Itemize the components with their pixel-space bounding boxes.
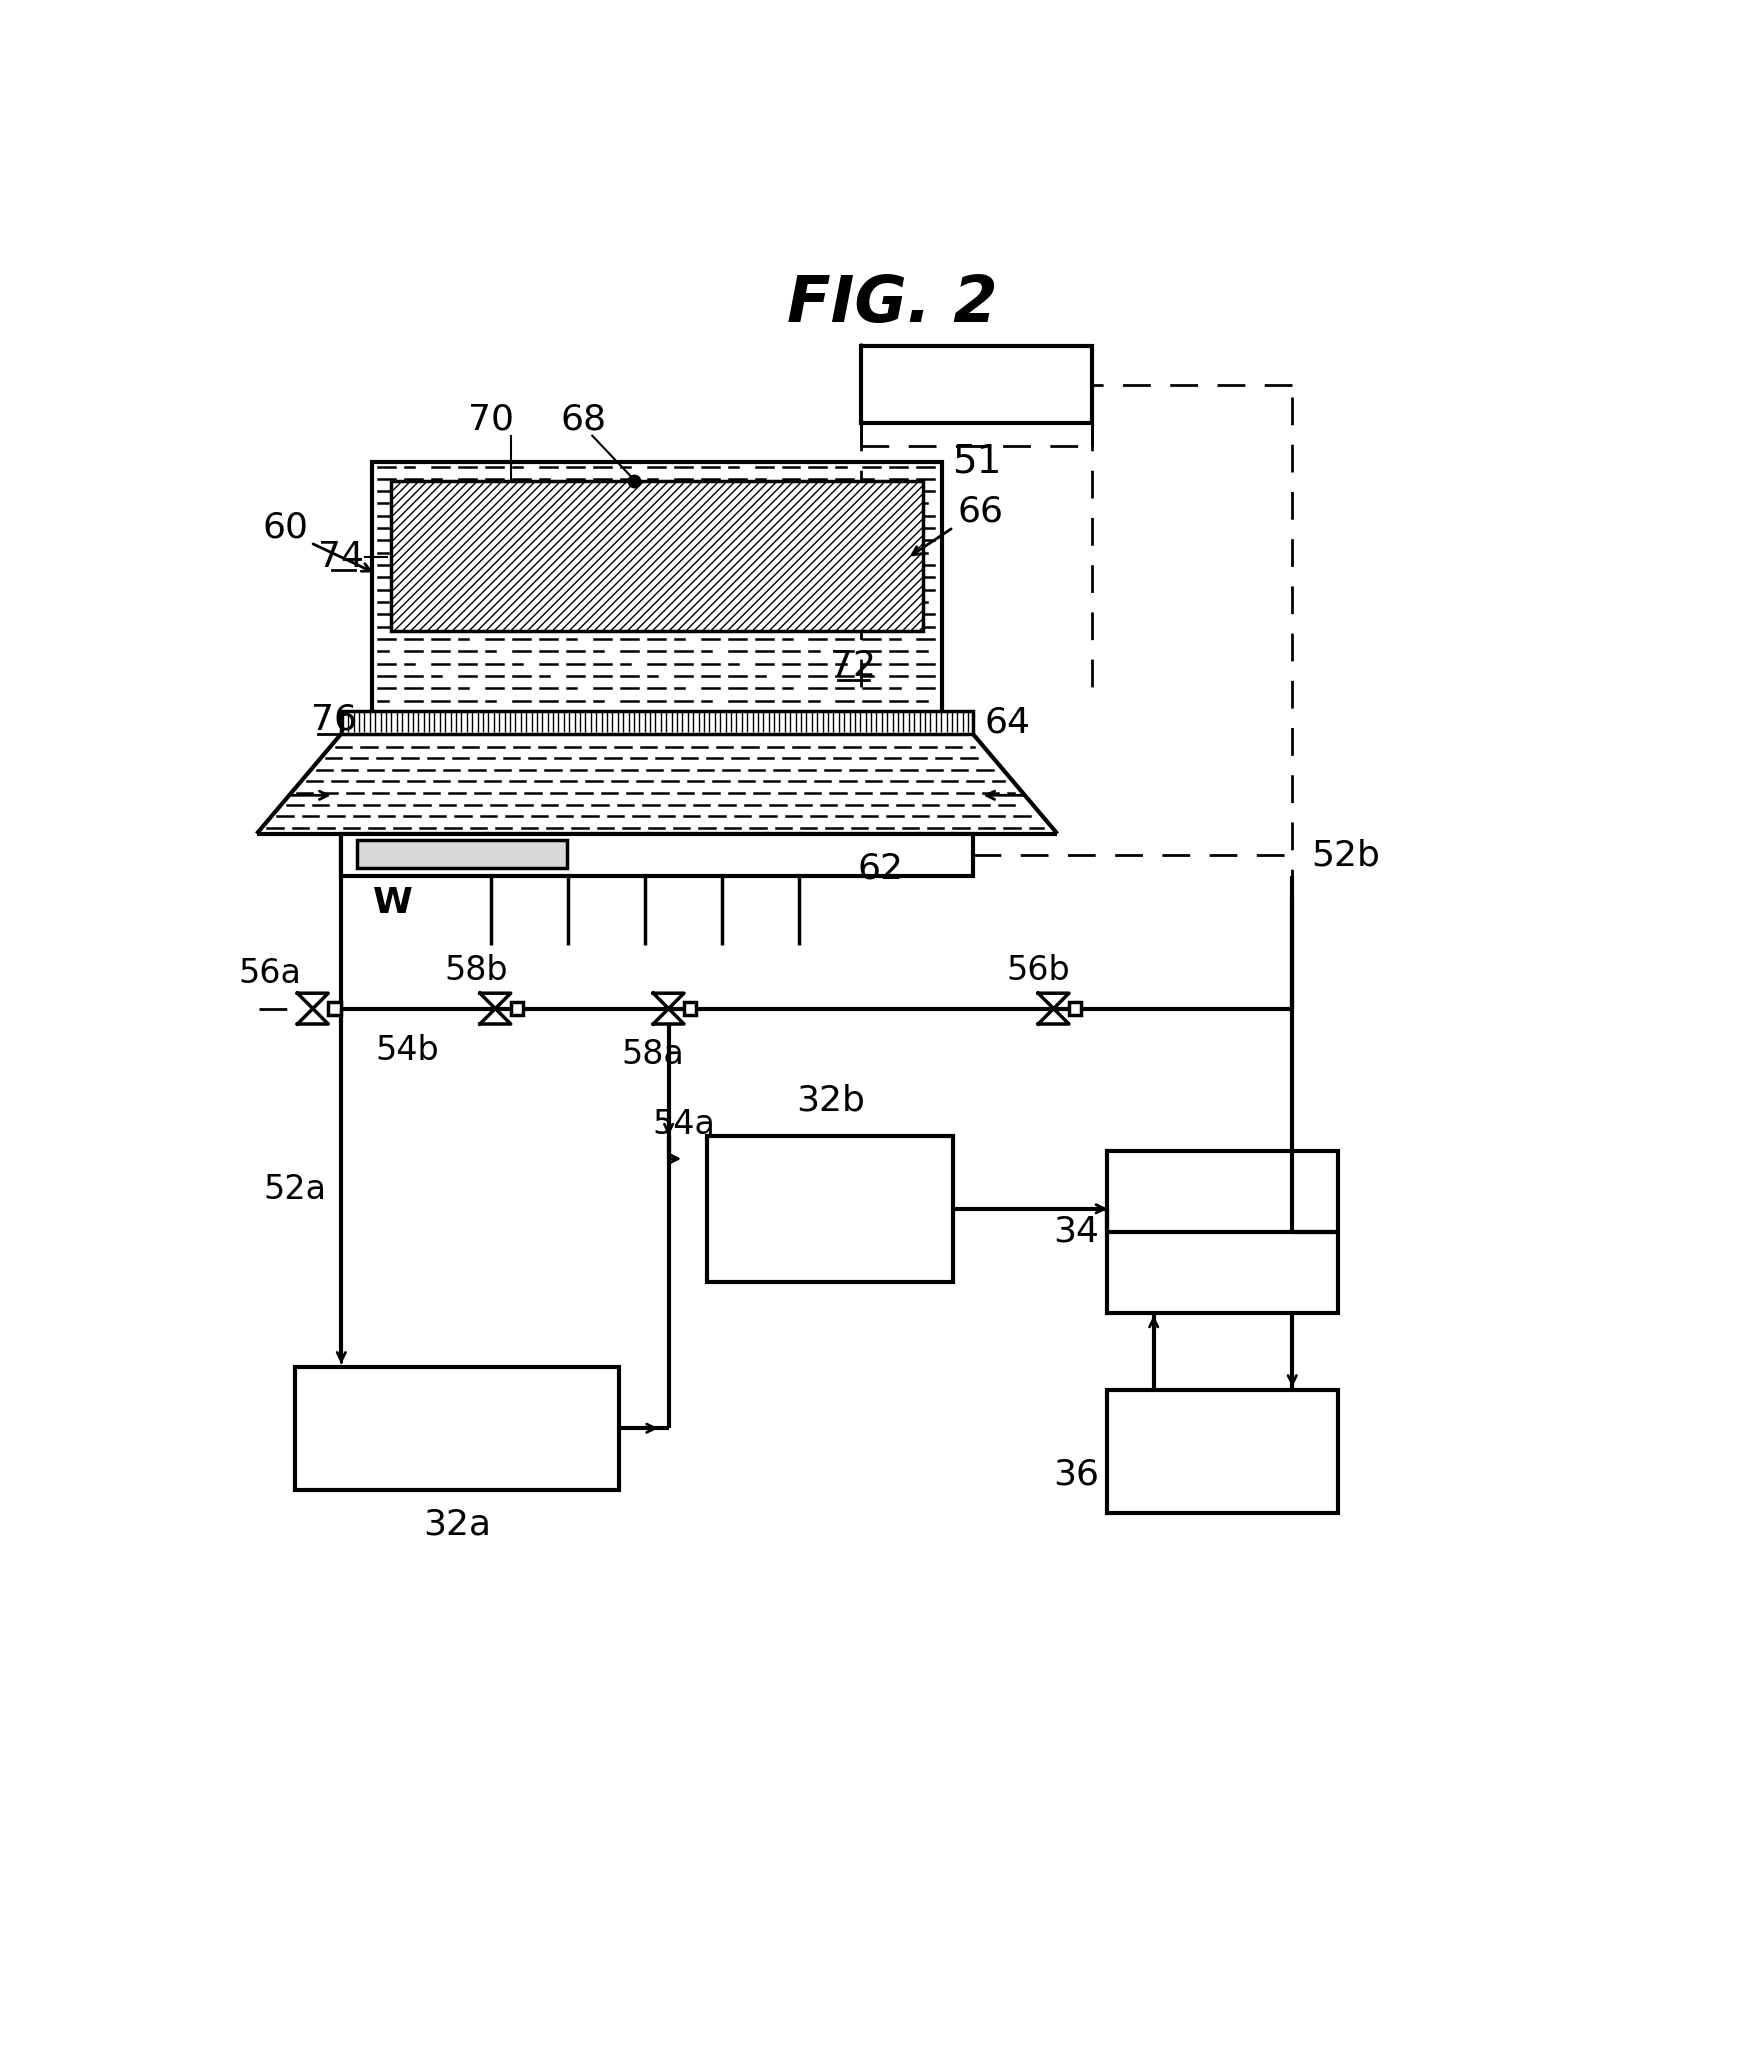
Text: 32b: 32b (796, 1084, 865, 1117)
Text: 76: 76 (310, 704, 357, 737)
Text: 58b: 58b (444, 953, 508, 986)
Text: 36: 36 (1053, 1457, 1100, 1492)
Polygon shape (481, 992, 510, 1009)
Bar (1107, 1152, 1339, 1314)
Text: 54a: 54a (653, 1107, 716, 1140)
Text: 56a: 56a (239, 958, 301, 990)
Bar (373, 462, 942, 730)
Bar (707, 1136, 954, 1283)
Bar (862, 346, 1092, 424)
Bar (392, 481, 923, 632)
Text: 54b: 54b (374, 1035, 439, 1068)
Text: 72: 72 (830, 649, 876, 683)
Text: FIG. 2: FIG. 2 (787, 272, 998, 336)
Polygon shape (298, 992, 329, 1009)
Polygon shape (481, 1009, 510, 1023)
Bar (1069, 1003, 1081, 1015)
Bar (341, 710, 973, 735)
Bar (329, 1003, 341, 1015)
Text: 52a: 52a (263, 1172, 327, 1205)
Text: 56b: 56b (1006, 953, 1071, 986)
Bar (510, 1003, 522, 1015)
Text: 62: 62 (857, 851, 904, 886)
Text: 60: 60 (263, 509, 308, 544)
Text: 34: 34 (1053, 1215, 1100, 1248)
Bar (341, 835, 973, 876)
Bar (684, 1003, 696, 1015)
Text: 70: 70 (468, 403, 515, 436)
Text: 51: 51 (952, 442, 1001, 481)
Polygon shape (1038, 1009, 1069, 1023)
Text: 58a: 58a (622, 1037, 684, 1072)
Text: W: W (373, 886, 413, 921)
Polygon shape (298, 1009, 329, 1023)
Bar (357, 841, 568, 868)
Bar (1107, 1389, 1339, 1512)
Polygon shape (653, 1009, 684, 1023)
Polygon shape (653, 992, 684, 1009)
Bar (296, 1367, 618, 1489)
Text: 52b: 52b (1311, 839, 1381, 872)
Text: 74: 74 (319, 540, 364, 573)
Text: 66: 66 (958, 495, 1003, 530)
Text: 64: 64 (984, 706, 1031, 739)
Polygon shape (1038, 992, 1069, 1009)
Text: 32a: 32a (423, 1508, 491, 1541)
Text: 68: 68 (561, 403, 608, 436)
